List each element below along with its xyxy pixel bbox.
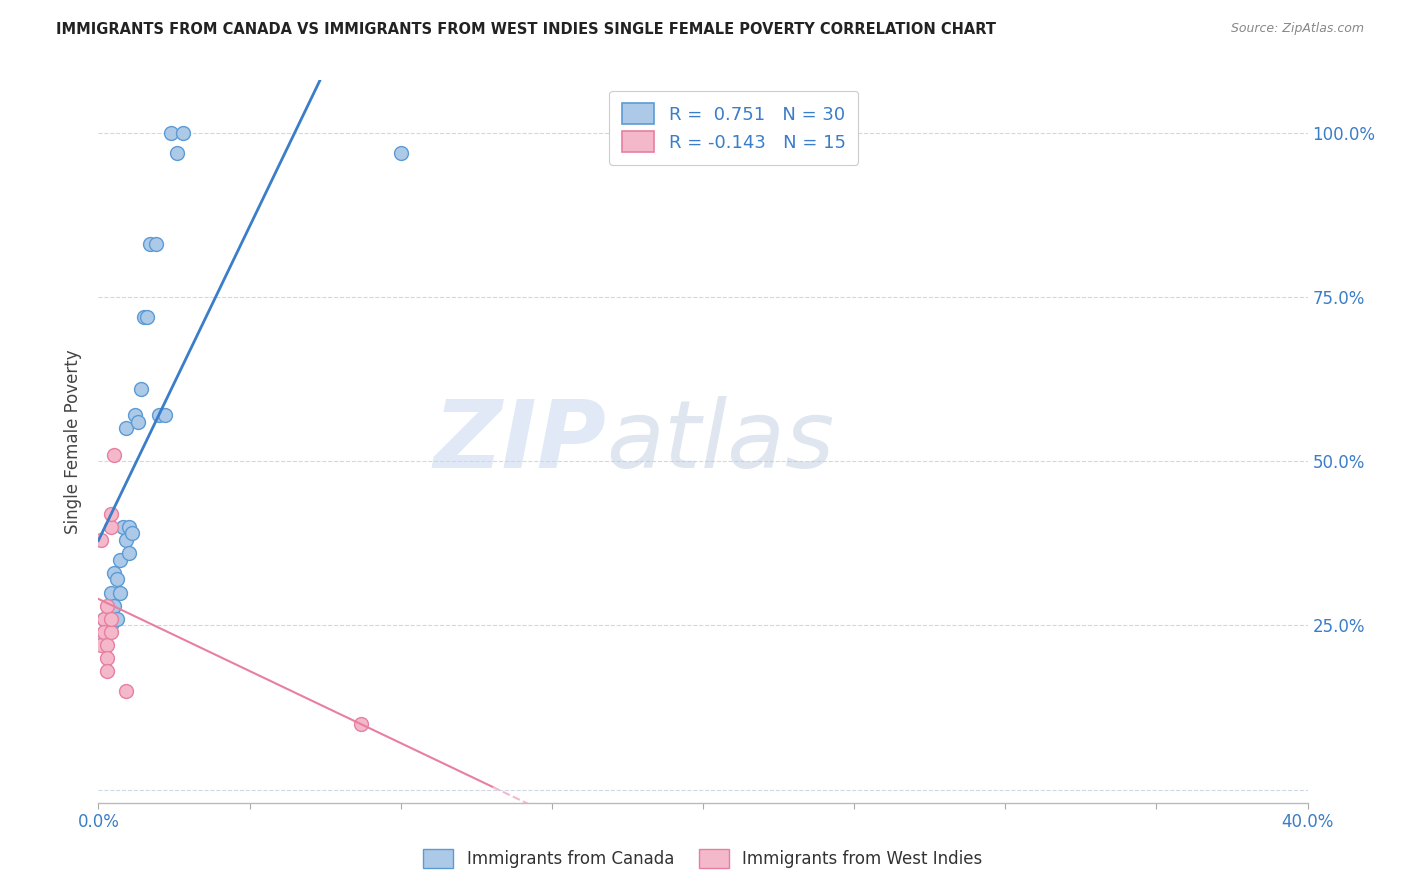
Point	[100, 625, 122, 640]
Point	[96, 599, 118, 613]
Point	[350, 717, 373, 731]
Text: atlas: atlas	[606, 396, 835, 487]
Point	[90, 533, 112, 547]
Point	[93, 612, 115, 626]
Point	[135, 310, 157, 324]
Point	[108, 585, 131, 599]
Point	[114, 684, 136, 698]
Point	[108, 553, 131, 567]
Point	[93, 612, 115, 626]
Point	[111, 520, 134, 534]
Point	[90, 638, 112, 652]
Point	[103, 566, 125, 580]
Point	[100, 520, 122, 534]
Y-axis label: Single Female Poverty: Single Female Poverty	[65, 350, 83, 533]
Point	[114, 533, 136, 547]
Point	[90, 632, 112, 646]
Point	[132, 310, 155, 324]
Text: ZIP: ZIP	[433, 395, 606, 488]
Point	[103, 448, 125, 462]
Point	[96, 625, 118, 640]
Point	[145, 237, 167, 252]
Point	[96, 651, 118, 665]
Point	[389, 145, 412, 160]
Point	[172, 126, 194, 140]
Point	[121, 526, 143, 541]
Point	[105, 573, 128, 587]
Point	[118, 520, 141, 534]
Point	[96, 638, 118, 652]
Point	[166, 145, 188, 160]
Point	[118, 546, 141, 560]
Point	[148, 409, 170, 423]
Point	[96, 665, 118, 679]
Point	[100, 612, 122, 626]
Point	[100, 507, 122, 521]
Point	[124, 409, 146, 423]
Point	[127, 415, 149, 429]
Text: IMMIGRANTS FROM CANADA VS IMMIGRANTS FROM WEST INDIES SINGLE FEMALE POVERTY CORR: IMMIGRANTS FROM CANADA VS IMMIGRANTS FRO…	[56, 22, 997, 37]
Point	[160, 126, 183, 140]
Point	[153, 409, 176, 423]
Point	[100, 585, 122, 599]
Legend: R =  0.751   N = 30, R = -0.143   N = 15: R = 0.751 N = 30, R = -0.143 N = 15	[609, 91, 859, 165]
Point	[105, 612, 128, 626]
Point	[103, 599, 125, 613]
Point	[100, 618, 122, 632]
Point	[129, 382, 152, 396]
Legend: Immigrants from Canada, Immigrants from West Indies: Immigrants from Canada, Immigrants from …	[416, 842, 990, 875]
Point	[114, 421, 136, 435]
Point	[139, 237, 162, 252]
Text: Source: ZipAtlas.com: Source: ZipAtlas.com	[1230, 22, 1364, 36]
Point	[93, 625, 115, 640]
